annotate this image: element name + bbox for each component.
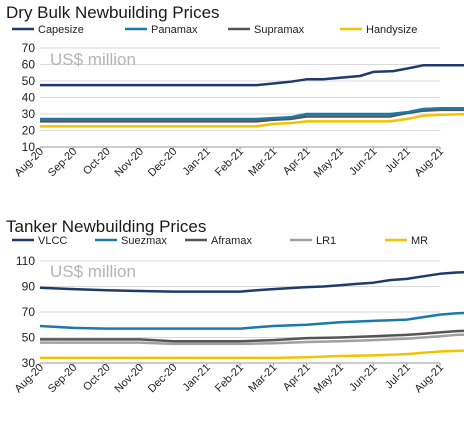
x-tick-label: Apr-21 [281, 146, 313, 178]
y-tick-label: 90 [22, 280, 36, 294]
x-tick-label: Dec-20 [146, 146, 180, 180]
y-tick-label: 40 [22, 91, 36, 105]
x-tick-label: May-21 [312, 362, 346, 396]
series-line-vlcc [39, 270, 464, 293]
y-tick-label: 70 [22, 305, 36, 319]
legend-label-capesize: Capesize [38, 24, 84, 36]
y-tick-label: 30 [22, 356, 36, 370]
legend-label-suezmax: Suezmax [121, 235, 167, 247]
x-tick-label: Jan-21 [181, 362, 213, 394]
x-tick-label: Jul-21 [383, 146, 413, 176]
x-tick-label: Oct-20 [81, 362, 113, 394]
series-line-handysize [40, 112, 464, 128]
dry-bulk-chart: Dry Bulk Newbuilding Prices Capesize Panam… [6, 3, 464, 180]
x-tick-label: Feb-21 [213, 146, 246, 179]
series-line-capesize [40, 64, 464, 87]
legend-label-aframax: Aframax [211, 235, 252, 247]
x-tick-label: Mar-21 [246, 362, 279, 395]
legend-label-panamax: Panamax [151, 24, 198, 36]
chart-title: Dry Bulk Newbuilding Prices [6, 3, 220, 22]
x-tick-label: Jul-21 [383, 362, 413, 392]
series-line-aframax [40, 329, 464, 343]
x-tick-label: Sep-20 [46, 362, 80, 396]
x-tick-label: Aug-21 [413, 362, 447, 396]
y-tick-label: 20 [22, 124, 36, 138]
legend-label-handysize: Handysize [366, 24, 417, 36]
x-tick-label: Oct-20 [81, 146, 113, 178]
unit-label: US$ million [50, 262, 136, 281]
x-tick-label: Sep-20 [46, 146, 80, 180]
y-tick-label: 30 [22, 107, 36, 121]
x-tick-label: Feb-21 [213, 362, 246, 395]
series-line-suezmax [39, 311, 464, 330]
x-tick-label: Aug-21 [413, 146, 447, 180]
y-tick-label: 110 [16, 254, 35, 268]
legend-label-supramax: Supramax [254, 24, 305, 36]
x-tick-label: Apr-21 [281, 362, 313, 394]
legend-label-lr1: LR1 [316, 235, 336, 247]
x-tick-label: Dec-20 [146, 362, 180, 396]
x-tick-label: Nov-20 [113, 146, 147, 180]
x-tick-label: Nov-20 [113, 362, 147, 396]
y-tick-label: 60 [22, 58, 36, 72]
x-tick-label: Jan-21 [181, 146, 213, 178]
legend-label-mr: MR [411, 235, 428, 247]
x-tick-label: Mar-21 [246, 146, 279, 179]
x-tick-label: Jun-21 [347, 362, 379, 394]
y-tick-label: 50 [22, 331, 36, 345]
y-tick-label: 70 [22, 41, 36, 55]
chart-title: Tanker Newbuilding Prices [6, 217, 206, 236]
y-tick-label: 50 [22, 74, 36, 88]
y-tick-label: 10 [22, 140, 36, 154]
series-line-panamax [40, 106, 464, 121]
x-tick-label: May-21 [312, 146, 346, 180]
legend-label-vlcc: VLCC [38, 235, 67, 247]
series-line-supramax [40, 108, 464, 123]
series-line-mr [40, 349, 464, 360]
x-tick-label: Jun-21 [347, 146, 379, 178]
series-line-lr1 [40, 333, 464, 346]
unit-label: US$ million [50, 50, 136, 69]
